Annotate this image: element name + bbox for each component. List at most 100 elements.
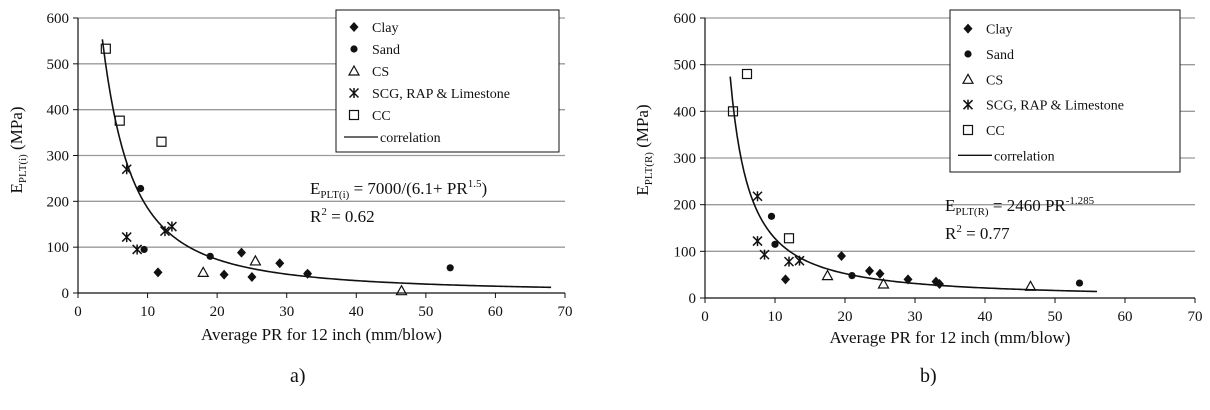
data-point — [247, 271, 257, 282]
legend-entry: SCG, RAP & Limestone — [986, 99, 1124, 114]
series-clay — [153, 247, 313, 282]
legend-entry: CS — [372, 65, 389, 80]
data-point — [848, 272, 856, 280]
series-cc — [100, 43, 167, 147]
legend-swatch — [962, 124, 974, 136]
x-tick-label: 20 — [838, 309, 853, 325]
y-tick-label: 0 — [62, 286, 70, 302]
y-tick-label: 600 — [674, 11, 697, 27]
legend-entry: Sand — [986, 48, 1014, 63]
legend-swatch — [964, 50, 972, 58]
y-tick-label: 300 — [674, 151, 697, 167]
data-point — [114, 115, 125, 126]
data-point — [156, 136, 167, 147]
panel-label: a) — [290, 365, 306, 387]
r-squared-label: R2 = 0.77 — [945, 223, 1010, 243]
y-axis-label: EPLT(i) (MPa) — [7, 106, 29, 193]
y-tick-label: 600 — [47, 11, 70, 27]
data-point — [197, 266, 210, 277]
x-tick-label: 60 — [1118, 309, 1133, 325]
legend-swatch — [347, 64, 361, 76]
x-tick-label: 20 — [210, 304, 225, 320]
x-tick-label: 10 — [768, 309, 783, 325]
data-point — [935, 279, 944, 289]
legend-entry: Clay — [986, 23, 1012, 38]
legend-swatch — [963, 23, 973, 34]
data-point — [166, 221, 177, 232]
data-point — [219, 269, 229, 280]
legend-entry: correlation — [380, 131, 441, 146]
data-point — [783, 256, 795, 267]
legend-box — [949, 9, 1181, 173]
x-tick-label: 30 — [908, 309, 923, 325]
legend-entry: correlation — [994, 149, 1055, 164]
data-point — [1024, 280, 1037, 291]
y-tick-label: 500 — [47, 57, 70, 73]
data-point — [140, 245, 148, 254]
legend-box — [335, 9, 560, 153]
correlation-curve — [101, 39, 552, 289]
data-point — [865, 265, 874, 276]
data-point — [837, 251, 846, 261]
y-tick-label: 100 — [47, 240, 70, 256]
y-tick-label: 200 — [47, 194, 70, 210]
data-point — [877, 277, 890, 289]
series-cs — [197, 254, 408, 296]
data-point — [759, 249, 770, 260]
data-point — [395, 284, 408, 296]
y-tick-label: 500 — [674, 58, 697, 74]
series-clay — [781, 251, 944, 289]
data-point — [446, 264, 454, 272]
legend-entry: CS — [986, 73, 1003, 88]
y-tick-label: 400 — [674, 104, 697, 120]
x-tick-label: 70 — [1188, 309, 1203, 325]
data-point — [783, 233, 795, 244]
legend: Clay Sand CS SCG, RAP & Limestone CC correlat… — [335, 9, 560, 153]
x-tick-label: 0 — [74, 304, 82, 320]
x-tick-label: 40 — [349, 304, 364, 320]
legend-entry: SCG, RAP & Limestone — [372, 87, 510, 102]
data-point — [249, 254, 262, 266]
data-point — [121, 164, 132, 175]
data-point — [767, 212, 776, 220]
series-cc — [727, 68, 795, 244]
legend-swatch — [961, 73, 975, 84]
data-point — [821, 269, 834, 281]
x-tick-label: 30 — [279, 304, 294, 320]
r-squared-label: R2 = 0.62 — [310, 206, 375, 226]
legend: Clay Sand CS SCG, RAP & Limestone CC correlat… — [949, 9, 1181, 173]
x-tick-label: 50 — [1048, 309, 1063, 325]
correlation-equation: EPLT(i) = 7000/(6.1+ PR1.5) — [310, 178, 487, 201]
legend-swatch — [962, 99, 974, 110]
data-point — [781, 274, 790, 285]
legend-entry: Sand — [372, 43, 400, 58]
y-tick-label: 0 — [689, 291, 697, 307]
x-tick-label: 50 — [418, 304, 433, 320]
chart-panel-a: 0 100 200 300 400 500 600 0 10 20 30 40 50 60 70 Averag… — [7, 9, 573, 387]
x-tick-label: 0 — [701, 309, 709, 325]
legend-entry: CC — [986, 124, 1005, 139]
legend-entry: Clay — [372, 21, 398, 36]
y-tick-label: 300 — [47, 149, 70, 165]
series-cs — [821, 269, 1037, 291]
data-point — [1075, 279, 1084, 287]
legend-swatch — [349, 22, 359, 32]
legend-swatch — [348, 109, 360, 121]
x-axis-label: Average PR for 12 inch (mm/blow) — [830, 328, 1071, 347]
y-axis-label-group: EPLT(R) (MPa) — [633, 104, 655, 195]
data-point — [727, 106, 739, 117]
y-tick-label: 100 — [674, 244, 697, 260]
x-tick-label: 10 — [140, 304, 155, 320]
data-point — [771, 240, 779, 248]
y-tick-label: 400 — [47, 103, 70, 119]
data-point — [752, 191, 763, 202]
y-axis-label: EPLT(R) (MPa) — [633, 104, 655, 195]
data-point — [137, 184, 145, 193]
data-point — [875, 268, 885, 279]
data-point — [275, 258, 285, 269]
x-tick-label: 60 — [488, 304, 503, 320]
chart-panel-b: 0 100 200 300 400 500 600 0 10 20 30 40 50 60 70 Averag… — [633, 9, 1203, 387]
series-scg-rap-limestone — [752, 191, 805, 267]
y-axis-label-group: EPLT(i) (MPa) — [7, 106, 29, 193]
